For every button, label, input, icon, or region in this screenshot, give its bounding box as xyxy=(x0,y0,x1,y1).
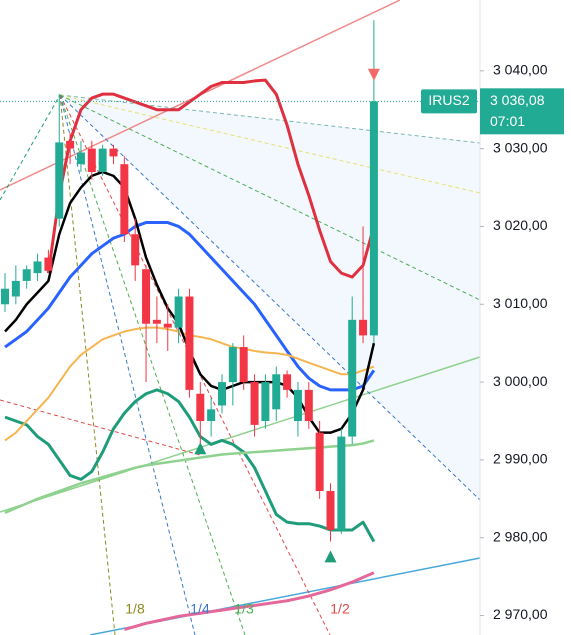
y-tick-label: 2 980,00 xyxy=(493,528,548,544)
signal-marker xyxy=(367,68,380,81)
price-label-box xyxy=(480,88,564,135)
signal-marker xyxy=(324,550,337,563)
fan-line xyxy=(59,94,481,144)
fan-line xyxy=(0,94,61,201)
candle-body xyxy=(76,152,85,165)
candle-body xyxy=(337,436,346,530)
candle-body xyxy=(131,234,140,266)
candle-body xyxy=(283,374,292,390)
fan-label: 1/4 xyxy=(190,601,210,617)
y-tick-label: 3 010,00 xyxy=(493,295,548,311)
countdown-label: 07:01 xyxy=(490,113,525,129)
trend-line xyxy=(0,356,481,513)
y-tick-label: 2 970,00 xyxy=(493,606,548,622)
candle-body xyxy=(326,491,335,530)
candle-body xyxy=(174,296,183,328)
fan-line xyxy=(59,94,481,501)
candle-body xyxy=(163,323,172,328)
candle-body xyxy=(250,382,259,425)
candle-body xyxy=(304,389,313,421)
candle-body xyxy=(196,393,205,421)
candle-body xyxy=(55,142,64,219)
candle-body xyxy=(152,319,161,324)
candle-body xyxy=(218,382,226,406)
candle-body xyxy=(1,288,9,305)
candle-body xyxy=(293,389,302,421)
candle-body xyxy=(87,148,96,172)
candle-body xyxy=(369,101,378,336)
candle-body xyxy=(228,347,237,383)
fan-label: 1/3 xyxy=(234,601,254,617)
candle-body xyxy=(239,347,248,383)
candle-body xyxy=(315,432,324,492)
candle-body xyxy=(44,257,53,271)
candle-body xyxy=(22,269,31,281)
drawing-tools xyxy=(0,0,481,635)
candle-body xyxy=(98,148,107,172)
candle-body xyxy=(11,280,20,297)
candle-body xyxy=(261,382,270,421)
indicator-line xyxy=(4,439,375,514)
fan-label: 1/8 xyxy=(125,601,145,617)
y-tick-label: 3 040,00 xyxy=(493,62,548,78)
candle-body xyxy=(120,164,129,235)
indicator-line xyxy=(123,571,375,631)
candle-body xyxy=(109,148,118,157)
candle-body xyxy=(185,296,194,390)
candle-body xyxy=(348,319,357,437)
fan-label: 1/2 xyxy=(330,601,350,617)
candle-body xyxy=(66,140,75,149)
signal-marker xyxy=(194,442,207,455)
price-label: 3 036,08 xyxy=(490,92,545,108)
candle-body xyxy=(33,261,42,274)
fan-line xyxy=(59,94,481,301)
indicator-line xyxy=(46,78,376,279)
y-tick-label: 3 030,00 xyxy=(493,139,548,155)
candle-body xyxy=(207,409,216,421)
y-tick-label: 3 000,00 xyxy=(493,373,548,389)
symbol-label: IRUS2 xyxy=(428,92,469,108)
indicator-line xyxy=(4,221,376,392)
y-tick-label: 3 020,00 xyxy=(493,217,548,233)
candle-body xyxy=(359,319,368,336)
candle-body xyxy=(272,374,281,410)
y-tick-label: 2 990,00 xyxy=(493,451,548,467)
fan-line xyxy=(59,94,481,194)
symbol-label-box xyxy=(421,89,477,114)
candle-body xyxy=(142,269,151,324)
indicator-line xyxy=(4,388,376,543)
